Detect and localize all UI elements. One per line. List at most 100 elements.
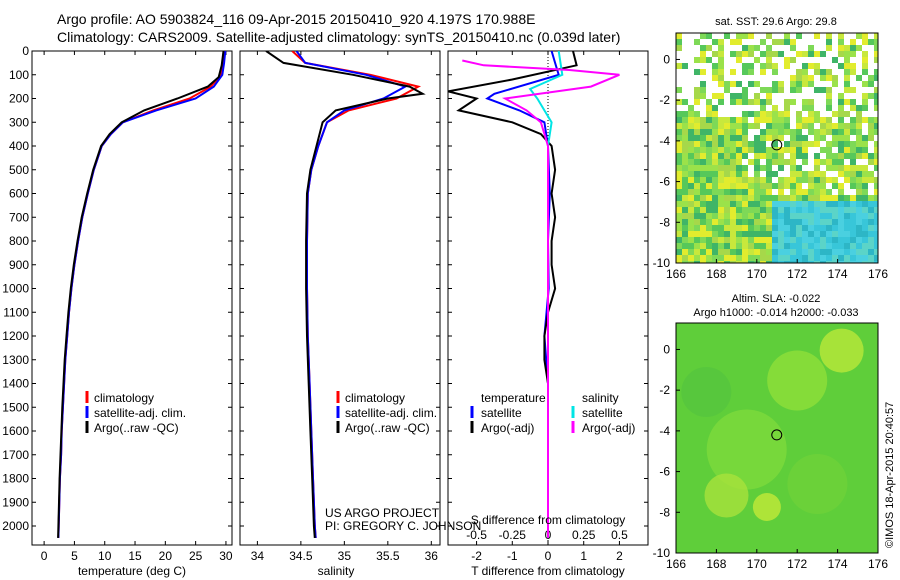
map-cell [856,207,862,213]
map-cell [748,159,754,165]
map-cell [760,153,766,159]
map-cell [712,255,718,261]
x-tick-label: 176 [868,267,888,281]
map-cell [850,159,856,165]
map-cell [718,99,724,105]
map-cell [742,237,748,243]
map-cell [772,243,778,249]
map-cell [730,159,736,165]
map-cell [766,63,772,69]
map-cell [754,243,760,249]
map-cell [682,201,688,207]
map-cell [778,39,784,45]
map-cell [808,219,814,225]
map-cell [808,105,814,111]
map-cell [688,213,694,219]
map-cell [730,207,736,213]
map-cell [712,51,718,57]
map-cell [706,129,712,135]
map-cell [868,231,874,237]
map-cell [868,261,874,263]
map-cell [796,249,802,255]
map-cell [718,153,724,159]
map-cell [688,237,694,243]
map-cell [760,243,766,249]
map-cell [730,177,736,183]
map-cell [682,63,688,69]
map-cell [700,135,706,141]
map-cell [796,261,802,263]
map-cell [754,225,760,231]
map-cell [736,159,742,165]
map-cell [688,243,694,249]
map-cell [862,141,868,147]
map-cell [778,111,784,117]
map-cell [790,159,796,165]
map-cell [874,75,878,81]
map-cell [766,231,772,237]
map-cell [778,255,784,261]
map-cell [730,129,736,135]
map-cell [730,51,736,57]
map-cell [748,51,754,57]
map-cell [856,201,862,207]
map-cell [784,63,790,69]
map-cell [874,219,878,225]
x-tick-label: 0 [545,549,552,563]
map-cell [874,213,878,219]
map-cell [736,237,742,243]
map-cell [766,213,772,219]
map-cell [874,33,878,39]
map-cell [832,75,838,81]
map-cell [784,129,790,135]
map-cell [712,153,718,159]
map-cell [814,165,820,171]
map-cell [784,195,790,201]
y-tick-label: 0 [22,44,29,58]
map-cell [742,189,748,195]
map-cell [754,117,760,123]
map-cell [682,195,688,201]
map-cell [700,231,706,237]
map-cell [826,141,832,147]
map-cell [772,195,778,201]
map-cell [724,219,730,225]
map-cell [748,177,754,183]
map-cell [772,201,778,207]
map-cell [796,123,802,129]
map-cell [838,111,844,117]
map-cell [676,243,682,249]
legend-label-argo: Argo(..raw -QC) [345,421,430,435]
map-cell [814,111,820,117]
map-cell [676,33,682,39]
map-cell [754,249,760,255]
x-tick-label: 35.5 [376,549,400,563]
map-cell [694,141,700,147]
map-cell [868,117,874,123]
map-cell [766,147,772,153]
y-tick-label: 1700 [2,448,29,462]
map-cell [760,147,766,153]
map-cell [754,171,760,177]
map-cell [844,141,850,147]
map-cell [874,117,878,123]
map-cell [736,189,742,195]
map-cell [856,33,862,39]
map-cell [838,189,844,195]
map-cell [742,177,748,183]
map-cell [730,195,736,201]
map-cell [694,135,700,141]
map-cell [856,171,862,177]
map-cell [802,159,808,165]
map-blob [706,409,787,490]
map-cell [838,63,844,69]
map-cell [766,219,772,225]
map-cell [820,207,826,213]
sla-map-subtitle: Argo h1000: -0.014 h2000: -0.033 [693,307,858,319]
map-cell [862,255,868,261]
map-cell [832,195,838,201]
map-cell [826,207,832,213]
map-cell [856,117,862,123]
map-cell [808,243,814,249]
map-cell [754,57,760,63]
